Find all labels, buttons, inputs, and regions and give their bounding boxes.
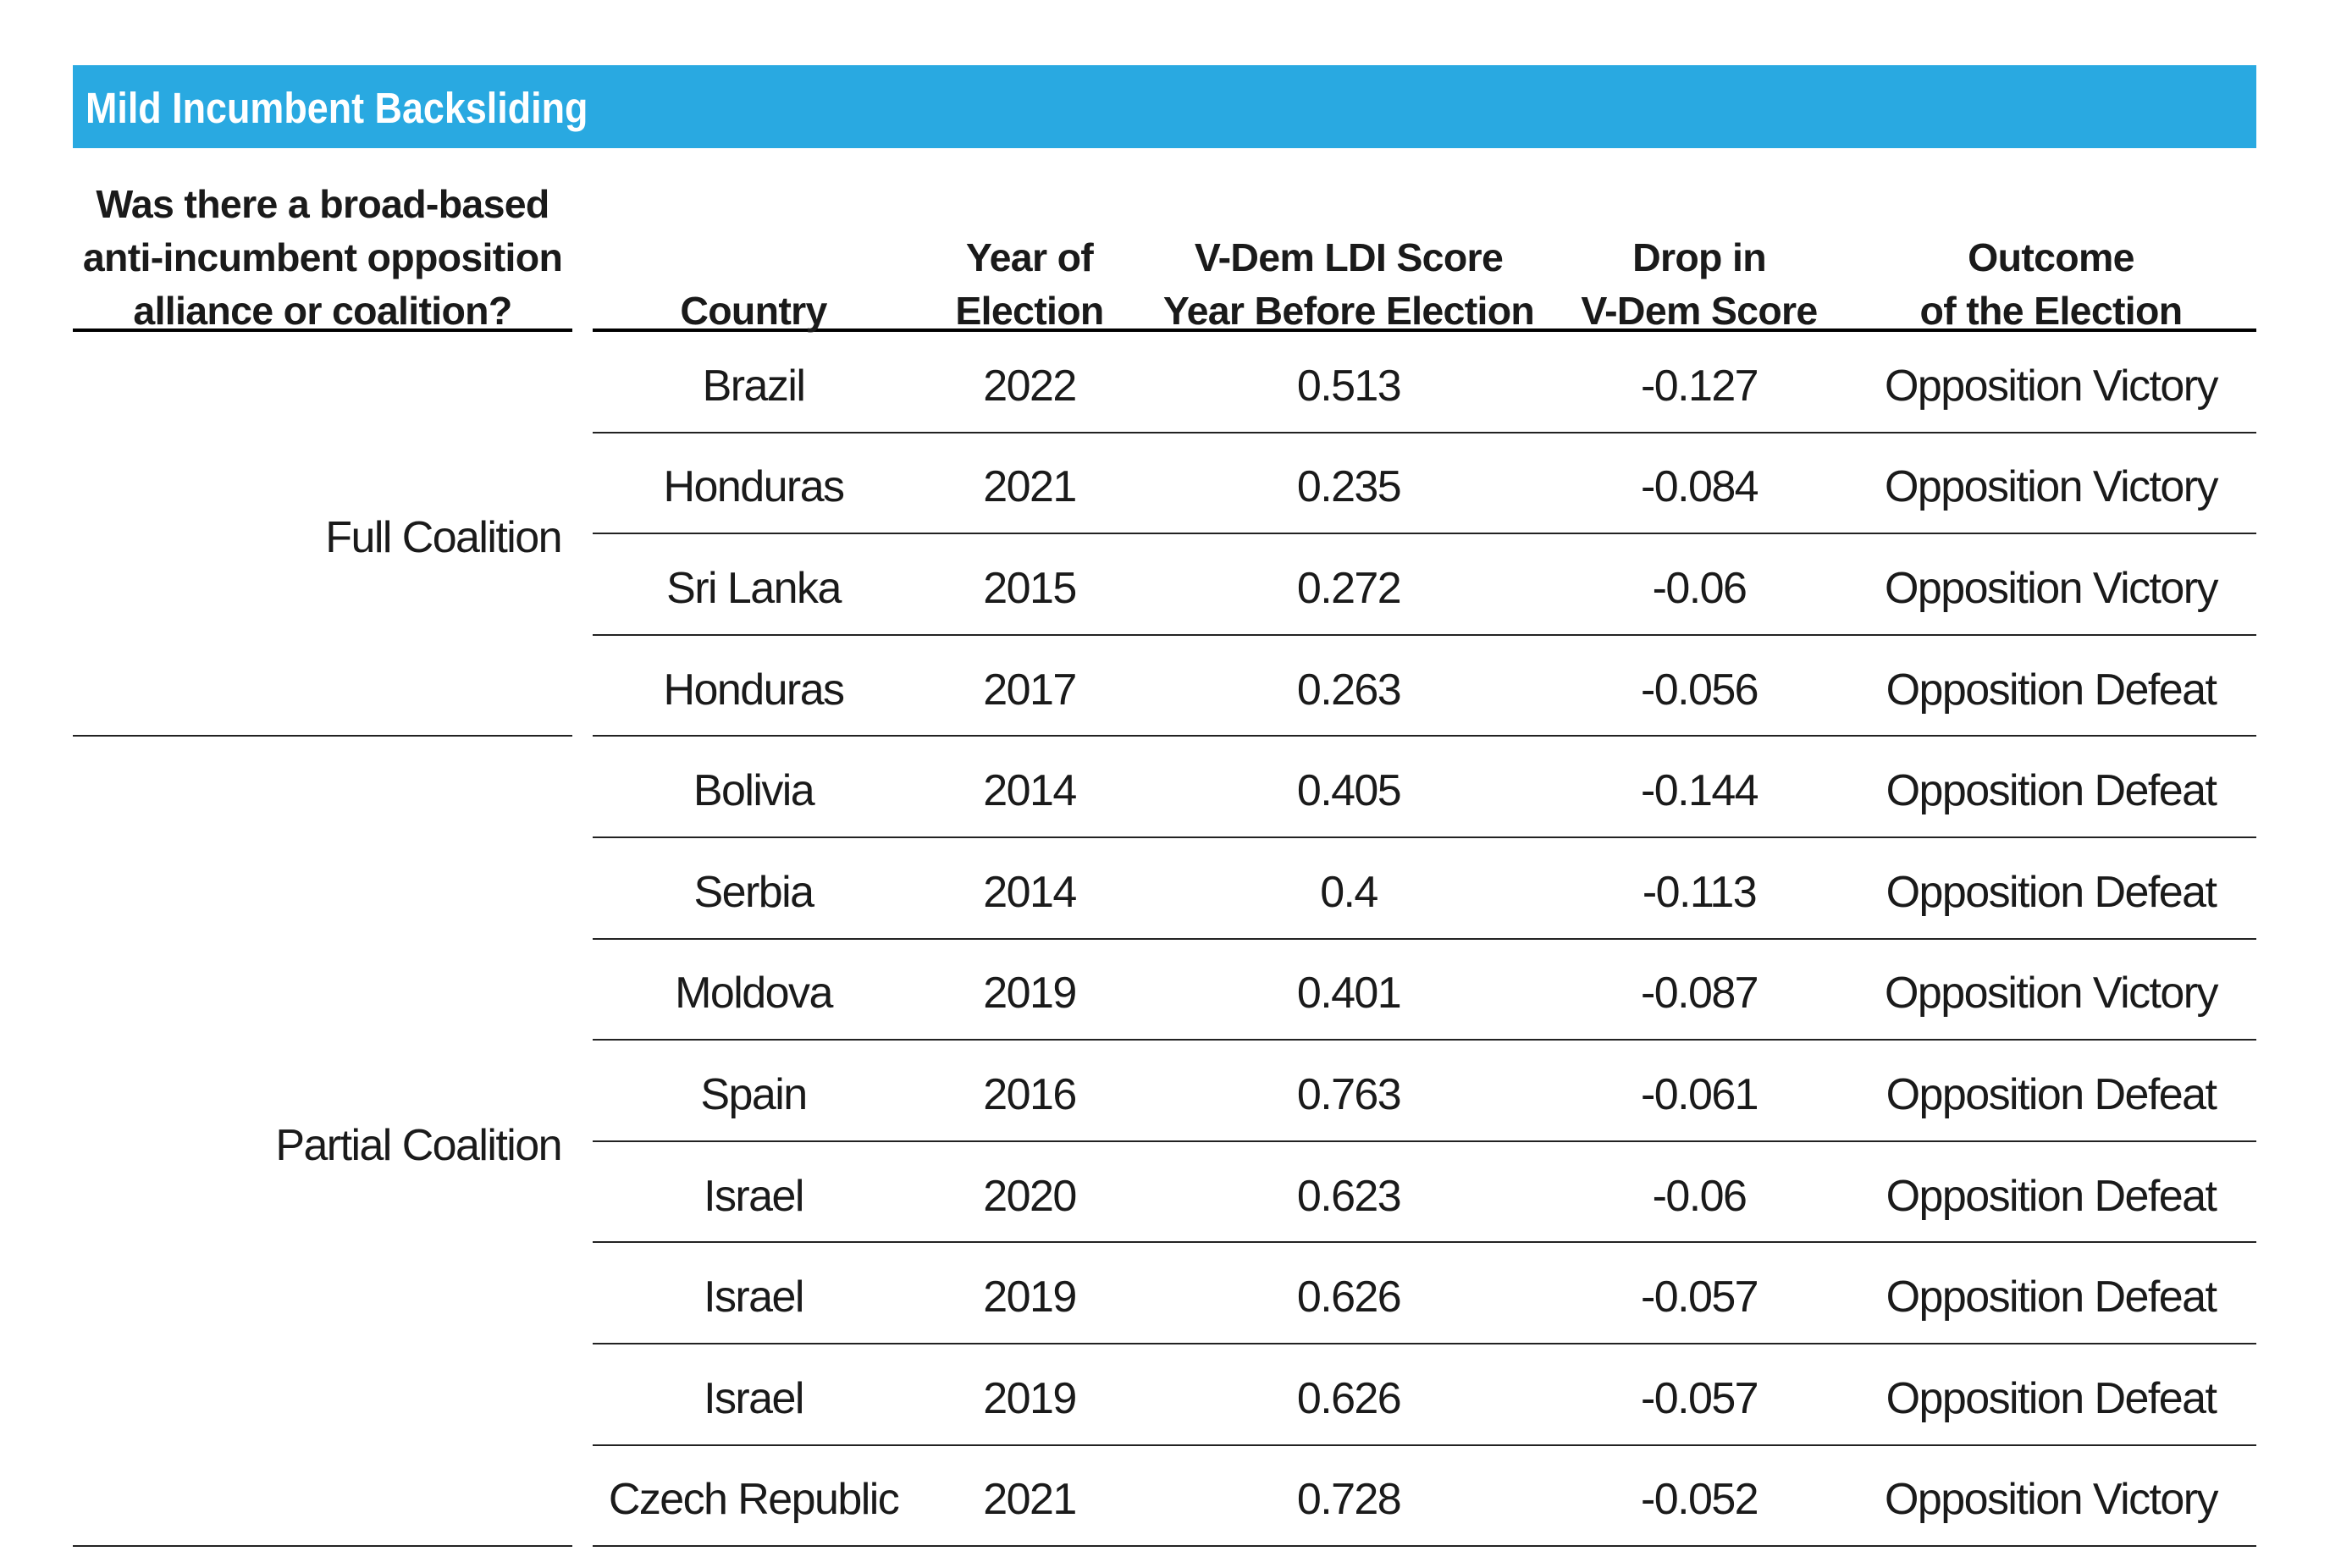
cell-score: 0.235 bbox=[1296, 462, 1402, 512]
cell-country: Israel bbox=[704, 1171, 804, 1221]
cell-drop: -0.057 bbox=[1640, 1373, 1759, 1423]
cell-country: Moldova bbox=[675, 969, 833, 1019]
table-row: Israel 2019 0.626 -0.057 Opposition Defe… bbox=[593, 1344, 2256, 1446]
cell-year: 2017 bbox=[983, 665, 1077, 715]
cell-drop: -0.144 bbox=[1640, 766, 1759, 816]
cell-score: 0.401 bbox=[1296, 969, 1402, 1019]
cell-year: 2015 bbox=[983, 563, 1077, 613]
cell-drop: -0.057 bbox=[1640, 1273, 1759, 1322]
cell-score: 0.626 bbox=[1296, 1273, 1402, 1322]
group-label-partial-coalition: Partial Coalition bbox=[73, 737, 572, 1548]
group-label-text: Partial Coalition bbox=[275, 1120, 562, 1170]
column-header-outcome: Outcome of the Election bbox=[1919, 235, 2184, 333]
cell-outcome: Opposition Defeat bbox=[1885, 1069, 2217, 1119]
cell-year: 2016 bbox=[983, 1069, 1077, 1119]
group-label-text: Full Coalition bbox=[325, 513, 562, 563]
cell-score: 0.626 bbox=[1296, 1373, 1402, 1423]
cell-outcome: Opposition Victory bbox=[1885, 1475, 2219, 1525]
table-row: Spain 2016 0.763 -0.061 Opposition Defea… bbox=[593, 1041, 2256, 1142]
cell-year: 2014 bbox=[983, 766, 1077, 816]
cell-outcome: Opposition Victory bbox=[1885, 462, 2219, 512]
cell-country: Spain bbox=[700, 1069, 808, 1119]
cell-year: 2019 bbox=[983, 1273, 1077, 1322]
table-row: Serbia 2014 0.4 -0.113 Opposition Defeat bbox=[593, 838, 2256, 940]
cell-outcome: Opposition Defeat bbox=[1885, 867, 2217, 917]
cell-outcome: Opposition Defeat bbox=[1885, 766, 2217, 816]
table-row: Honduras 2017 0.263 -0.056 Opposition De… bbox=[593, 636, 2256, 737]
cell-outcome: Opposition Victory bbox=[1885, 563, 2219, 613]
cell-country: Sri Lanka bbox=[666, 563, 842, 613]
group-label-full-coalition: Full Coalition bbox=[73, 332, 572, 737]
cell-outcome: Opposition Victory bbox=[1885, 969, 2219, 1019]
table-title-banner: Mild Incumbent Backsliding bbox=[73, 65, 2256, 148]
table-row: Honduras 2021 0.235 -0.084 Opposition Vi… bbox=[593, 433, 2256, 535]
cell-year: 2021 bbox=[983, 1475, 1077, 1525]
cell-country: Czech Republic bbox=[608, 1475, 900, 1525]
cell-year: 2020 bbox=[983, 1171, 1077, 1221]
cell-score: 0.763 bbox=[1296, 1069, 1402, 1119]
cell-drop: -0.06 bbox=[1652, 563, 1747, 613]
cell-outcome: Opposition Defeat bbox=[1885, 1171, 2217, 1221]
cell-country: Brazil bbox=[702, 361, 806, 411]
column-header-country: Country bbox=[680, 289, 827, 333]
cell-drop: -0.084 bbox=[1640, 462, 1759, 512]
column-header-drop: Drop in V-Dem Score bbox=[1581, 235, 1818, 333]
cell-score: 0.272 bbox=[1296, 563, 1402, 613]
table-header-row: Country Year of Election V-Dem LDI Score… bbox=[593, 148, 2256, 333]
column-header-vdem-score: V-Dem LDI Score Year Before Election bbox=[1162, 235, 1535, 333]
table-row: Sri Lanka 2015 0.272 -0.06 Opposition Vi… bbox=[593, 534, 2256, 636]
cell-country: Honduras bbox=[663, 665, 846, 715]
table-row: Israel 2019 0.626 -0.057 Opposition Defe… bbox=[593, 1243, 2256, 1344]
cell-drop: -0.127 bbox=[1640, 361, 1759, 411]
cell-outcome: Opposition Defeat bbox=[1885, 1373, 2217, 1423]
cell-year: 2022 bbox=[983, 361, 1077, 411]
cell-country: Bolivia bbox=[693, 766, 815, 816]
coalition-column: Was there a broad-based anti-incumbent o… bbox=[73, 148, 572, 1548]
cell-year: 2019 bbox=[983, 1373, 1077, 1423]
cell-drop: -0.056 bbox=[1640, 665, 1759, 715]
cell-country: Serbia bbox=[693, 867, 815, 917]
table-row: Israel 2020 0.623 -0.06 Opposition Defea… bbox=[593, 1142, 2256, 1244]
cell-outcome: Opposition Victory bbox=[1885, 361, 2219, 411]
table-title: Mild Incumbent Backsliding bbox=[85, 83, 588, 132]
data-table: Country Year of Election V-Dem LDI Score… bbox=[593, 148, 2256, 1548]
cell-score: 0.513 bbox=[1296, 361, 1402, 411]
coalition-column-header-text: Was there a broad-based anti-incumbent o… bbox=[82, 182, 563, 333]
cell-country: Israel bbox=[704, 1273, 804, 1322]
cell-country: Israel bbox=[704, 1373, 804, 1423]
cell-score: 0.263 bbox=[1296, 665, 1402, 715]
cell-score: 0.405 bbox=[1296, 766, 1402, 816]
cell-year: 2019 bbox=[983, 969, 1077, 1019]
cell-drop: -0.113 bbox=[1642, 867, 1758, 917]
table-row: Bolivia 2014 0.405 -0.144 Opposition Def… bbox=[593, 737, 2256, 838]
cell-score: 0.623 bbox=[1296, 1171, 1402, 1221]
table-row: Moldova 2019 0.401 -0.087 Opposition Vic… bbox=[593, 940, 2256, 1041]
cell-drop: -0.087 bbox=[1640, 969, 1759, 1019]
cell-score: 0.728 bbox=[1296, 1475, 1402, 1525]
column-header-year: Year of Election bbox=[955, 235, 1104, 333]
table-row: Brazil 2022 0.513 -0.127 Opposition Vict… bbox=[593, 332, 2256, 433]
cell-outcome: Opposition Defeat bbox=[1885, 1273, 2217, 1322]
cell-drop: -0.06 bbox=[1652, 1171, 1747, 1221]
cell-country: Honduras bbox=[663, 462, 846, 512]
cell-year: 2014 bbox=[983, 867, 1077, 917]
table-row: Czech Republic 2021 0.728 -0.052 Opposit… bbox=[593, 1446, 2256, 1548]
cell-drop: -0.052 bbox=[1640, 1475, 1759, 1525]
cell-score: 0.4 bbox=[1320, 867, 1378, 917]
cell-drop: -0.061 bbox=[1640, 1069, 1759, 1119]
coalition-column-header: Was there a broad-based anti-incumbent o… bbox=[73, 148, 572, 333]
cell-year: 2021 bbox=[983, 462, 1077, 512]
cell-outcome: Opposition Defeat bbox=[1885, 665, 2217, 715]
